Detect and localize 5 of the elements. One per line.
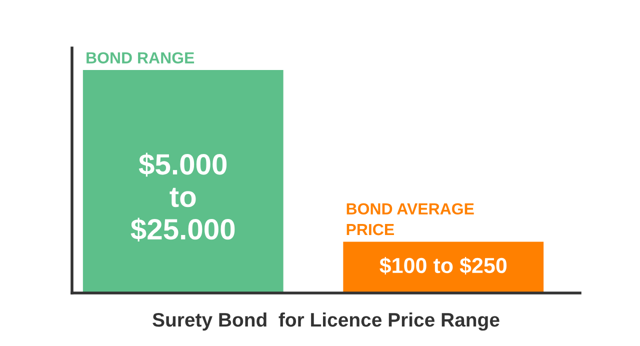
- annotation: $5.000 to $25.000: [130, 152, 235, 242]
- x-tick-label: BOND AVERAGE PRICE: [346, 203, 474, 236]
- x-tick-label: BOND RANGE: [86, 52, 194, 64]
- annotation: $100 to $250: [380, 256, 507, 275]
- x-axis-title: Surety Bond for Licence Price Range: [152, 312, 500, 331]
